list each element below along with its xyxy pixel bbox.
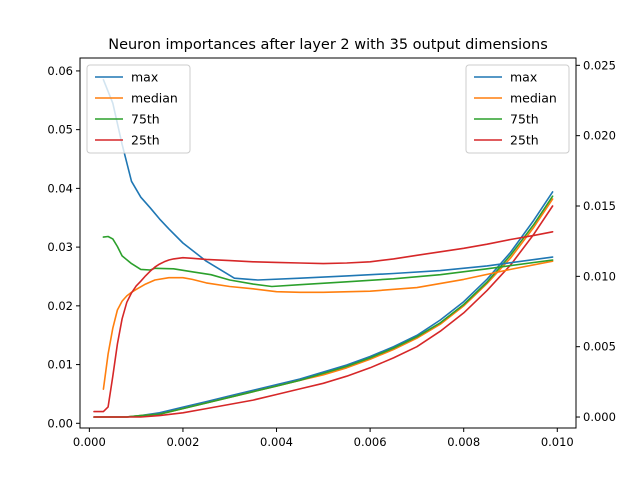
series-layer (93, 78, 554, 418)
y-left-tick-label: 0.00 (47, 416, 73, 430)
legend-box-top-left (86, 64, 191, 154)
y-right-tick-label: 0.020 (583, 129, 616, 143)
series-line-left-75th (102, 235, 554, 288)
x-tick-label: 0.008 (447, 435, 480, 449)
y-right-tick-label: 0.005 (583, 340, 616, 354)
legend-label-75th: 75th (131, 112, 160, 127)
legend-label-max: max (131, 70, 158, 85)
series-line-left-median (102, 260, 554, 391)
series-line-left-max (102, 78, 554, 281)
x-tick-label: 0.006 (354, 435, 387, 449)
legend-layer: max median 75th 25th max median 75th 25th (86, 64, 570, 154)
series-line-left-25th (93, 231, 554, 413)
series-line-right-25th (93, 205, 554, 418)
legend-box-top-right (465, 64, 570, 154)
x-tick-label: 0.000 (73, 435, 106, 449)
x-tick-label: 0.002 (166, 435, 199, 449)
x-tick-label: 0.004 (260, 435, 293, 449)
legend-label-median: median (131, 91, 178, 106)
y-left-tick-label: 0.03 (47, 240, 73, 254)
y-left-tick-label: 0.05 (47, 123, 73, 137)
x-tick-label: 0.010 (541, 435, 574, 449)
y-right-tick-label: 0.000 (583, 410, 616, 424)
plot-frame (79, 57, 577, 429)
y-right-tick-label: 0.025 (583, 58, 616, 72)
chart-title: Neuron importances after layer 2 with 35… (108, 37, 548, 53)
y-left-tick-label: 0.04 (47, 181, 73, 195)
y-left-tick-label: 0.01 (47, 358, 73, 372)
ticks-layer: 0.000 0.002 0.004 0.006 0.008 0.010 0.00 0.01 0.… (47, 58, 616, 449)
legend-label-25th: 25th (510, 133, 539, 148)
y-left-tick-label: 0.02 (47, 299, 73, 313)
y-right-tick-label: 0.010 (583, 269, 616, 283)
legend-label-median: median (510, 91, 557, 106)
y-left-tick-label: 0.06 (47, 64, 73, 78)
series-line-right-median (93, 198, 554, 418)
y-right-tick-label: 0.015 (583, 199, 616, 213)
series-line-right-75th (93, 195, 554, 418)
legend-label-max: max (510, 70, 537, 85)
legend-label-75th: 75th (510, 112, 539, 127)
legend-label-25th: 25th (131, 133, 160, 148)
